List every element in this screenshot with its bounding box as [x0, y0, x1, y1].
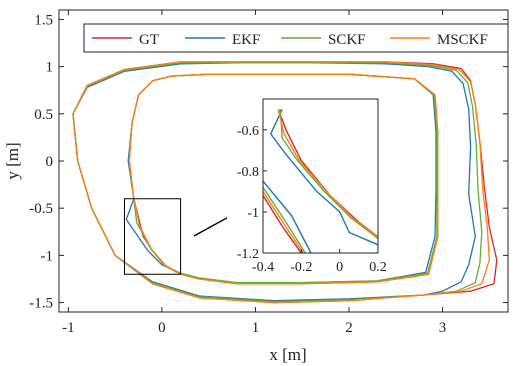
y-tick-label: -1	[41, 248, 54, 264]
legend-label-msckf: MSCKF	[437, 32, 488, 48]
inset-series-msckf	[277, 109, 378, 238]
legend-label-ekf: EKF	[232, 32, 260, 48]
legend-label-sckf: SCKF	[328, 32, 366, 48]
inset-x-tick-label: -0.2	[290, 260, 312, 275]
inset-series-sckf	[279, 109, 378, 240]
inset-y-tick-label: -0.8	[237, 165, 259, 180]
inset-x-tick-label: 0	[336, 260, 343, 275]
inset-series-sckf-2	[263, 186, 306, 253]
inset-y-tick-label: -1	[247, 206, 259, 221]
inset-series-ekf-2	[263, 180, 312, 253]
x-tick-label: 1	[252, 320, 260, 336]
inset-series-gt-2	[263, 195, 302, 253]
legend: GT EKF SCKF MSCKF	[83, 23, 509, 53]
legend-label-gt: GT	[139, 32, 159, 48]
y-tick-label: 0	[46, 154, 54, 170]
y-tick-label: 1.5	[34, 12, 53, 28]
inset-y-tick-label: -1.2	[237, 247, 259, 262]
y-tick-label: -1.5	[29, 296, 53, 312]
inset-series-msckf-2	[263, 191, 304, 253]
x-axis-label: x [m]	[269, 345, 306, 364]
y-axis-label: y [m]	[3, 142, 22, 179]
x-tick-label: 2	[345, 320, 353, 336]
y-tick-label: -0.5	[29, 201, 53, 217]
inset-series-ekf	[270, 109, 378, 246]
inset-curves	[263, 109, 378, 253]
inset-y-tick-label: -0.6	[237, 124, 259, 139]
zoom-region-box	[123, 198, 182, 275]
series-msckf-outer-loop	[72, 61, 490, 304]
inset-x-tick-label: -0.4	[252, 260, 274, 275]
inset-x-tick-label: 0.2	[369, 260, 387, 275]
series-msckf-inner-loop	[128, 73, 439, 285]
main-axes-ticks: -1 0 1 2 3 -1.5 -1 -0.5 0 0.5 1 1.5	[29, 10, 508, 336]
x-tick-label: 0	[158, 320, 166, 336]
x-tick-label: -1	[62, 320, 75, 336]
series-sckf-outer-loop	[72, 62, 483, 303]
x-tick-label: 3	[439, 320, 447, 336]
y-tick-label: 0.5	[34, 107, 53, 123]
main-plot-curves	[72, 61, 498, 304]
inset-zoom-plot: -0.4 -0.2 0 0.2 -0.6 -0.8 -1 -1.2	[227, 95, 387, 275]
inset-ticks: -0.4 -0.2 0 0.2 -0.6 -0.8 -1 -1.2	[237, 124, 387, 275]
y-tick-label: 1	[46, 60, 54, 76]
